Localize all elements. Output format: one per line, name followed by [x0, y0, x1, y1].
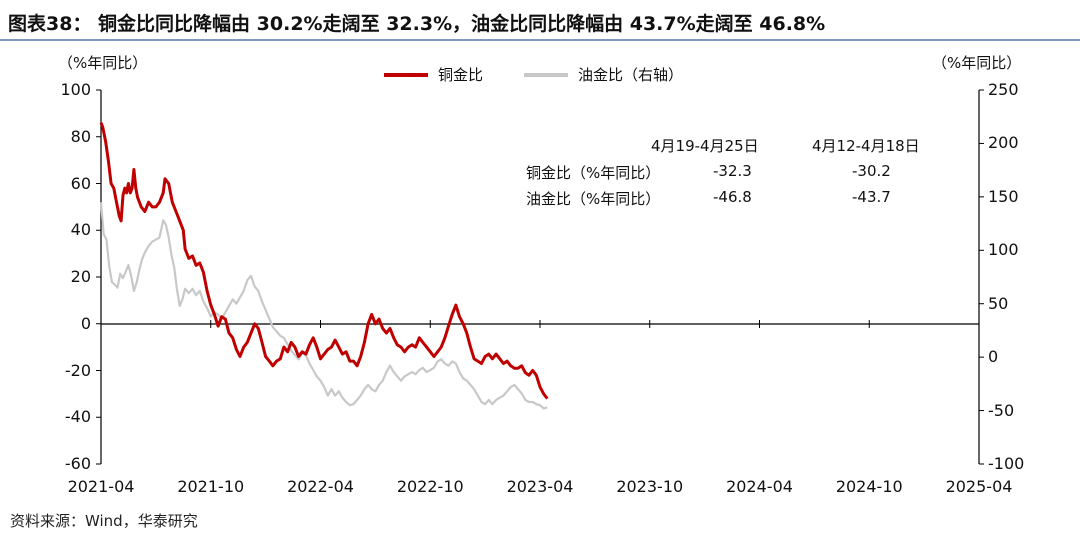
left-axis-tick-label: 20 — [70, 267, 91, 286]
legend-item-copper: 铜金比 — [384, 64, 483, 85]
legend-swatch-oil — [524, 72, 568, 77]
right-axis-tick-label: 250 — [988, 80, 1019, 99]
left-axis-tick-label: -60 — [64, 454, 91, 473]
x-axis-tick-label: 2021-04 — [67, 477, 135, 496]
right-axis-tick-label: -50 — [988, 400, 1015, 420]
right-axis-tick-label: -100 — [988, 454, 1025, 473]
legend-label-oil: 油金比（右轴） — [578, 66, 684, 84]
x-axis-tick-label: 2023-10 — [616, 477, 684, 496]
chart-title: 图表38： 铜金比同比降幅由 30.2%走阔至 32.3%，油金比同比降幅由 4… — [8, 13, 826, 35]
right-axis-unit: （%年同比） — [932, 54, 1022, 72]
x-axis-tick-label: 2022-04 — [287, 477, 354, 496]
info-row-copper-current: -32.3 — [713, 162, 752, 180]
info-row-copper-label: 铜金比（%年同比） — [526, 164, 661, 182]
right-axis-tick-label: 200 — [988, 133, 1019, 153]
left-axis-unit: （%年同比） — [58, 54, 148, 72]
left-axis-tick-label: 80 — [70, 126, 91, 146]
x-axis-tick-label: 2023-04 — [506, 477, 574, 496]
right-axis-tick-label: 150 — [988, 186, 1019, 206]
left-axis-tick-label: 60 — [70, 173, 91, 193]
left-axis-tick-label: 100 — [60, 80, 91, 99]
right-axis-tick-label: 100 — [988, 240, 1019, 260]
legend-item-oil: 油金比（右轴） — [524, 64, 683, 85]
left-axis-tick-label: -40 — [64, 407, 91, 427]
legend-swatch-copper — [384, 72, 428, 77]
title-rule — [0, 39, 1080, 41]
legend-label-copper: 铜金比 — [438, 66, 484, 84]
source-note: 资料来源：Wind，华泰研究 — [10, 512, 198, 530]
x-axis-tick-label: 2021-10 — [177, 477, 245, 496]
x-axis-tick-label: 2022-10 — [396, 477, 464, 496]
left-axis-tick-label: 0 — [80, 313, 91, 333]
info-row-oil-label: 油金比（%年同比） — [526, 190, 661, 208]
info-row-copper-previous: -30.2 — [852, 162, 891, 180]
x-axis-tick-label: 2024-04 — [726, 477, 793, 496]
right-axis-tick-label: 0 — [988, 347, 999, 367]
left-axis-tick-label: 40 — [70, 220, 91, 240]
x-axis-tick-label: 2025-04 — [945, 477, 1013, 496]
series-line-copper-gold — [99, 122, 549, 400]
right-axis-tick-label: 50 — [988, 293, 1009, 313]
left-axis-tick-label: -20 — [64, 360, 91, 380]
info-header-current: 4月19-4月25日 — [651, 137, 759, 155]
info-row-oil-current: -46.8 — [713, 188, 752, 206]
series-line-oil-gold — [99, 202, 548, 410]
title-bar: 图表38： 铜金比同比降幅由 30.2%走阔至 32.3%，油金比同比降幅由 4… — [0, 0, 1080, 41]
info-header-previous: 4月12-4月18日 — [812, 137, 920, 155]
info-row-oil-previous: -43.7 — [852, 188, 891, 206]
x-axis-tick-label: 2024-10 — [835, 477, 903, 496]
